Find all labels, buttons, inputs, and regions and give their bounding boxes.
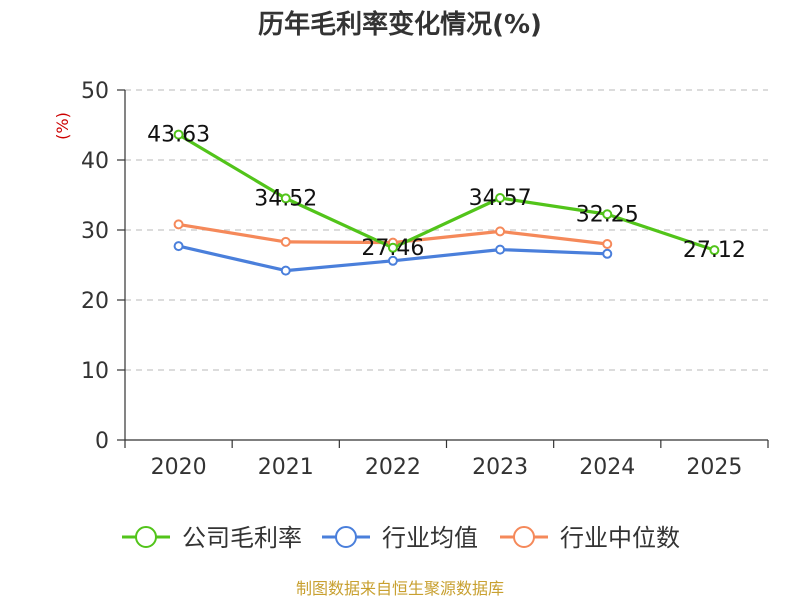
legend-label: 行业均值 [382,524,478,552]
legend-label: 公司毛利率 [182,524,302,552]
x-tick-label: 2022 [365,455,421,480]
source-note: 制图数据来自恒生聚源数据库 [296,579,504,598]
data-label: 34.52 [254,186,317,211]
y-axis-label: (%) [53,112,72,140]
x-tick-label: 2021 [258,455,314,480]
data-point [495,226,506,237]
data-point [280,193,291,204]
data-labels: 43.63 34.52 27.46 34.57 32.25 27.12 [147,123,746,264]
data-label: 32.25 [576,202,639,227]
legend-marker [513,526,535,548]
data-point [602,248,613,259]
data-point [173,241,184,252]
data-point [495,244,506,255]
legend: 公司毛利率 行业均值 行业中位数 [122,524,680,552]
legend-marker [335,526,357,548]
data-label: 34.57 [469,186,532,211]
data-point [602,209,613,220]
x-tick-label: 2020 [151,455,207,480]
data-point [387,242,398,253]
x-tick-label: 2024 [579,455,635,480]
grid-lines [125,89,768,371]
data-point [495,193,506,204]
y-tick-label: 0 [95,429,109,454]
y-tick-label: 20 [81,289,109,314]
data-label: 27.12 [683,238,746,263]
series-line [176,132,717,252]
legend-marker [135,526,157,548]
data-point [602,239,613,249]
y-tick-label: 10 [81,359,109,384]
data-points [173,129,720,276]
data-label: 43.63 [147,123,210,148]
y-tick-label: 30 [81,219,109,244]
y-tick-label: 50 [81,79,109,104]
axes: 0 10 20 30 40 50 2020 2021 2022 2023 2024 2025 [81,79,769,480]
data-point [387,255,398,266]
x-tick-label: 2023 [472,455,528,480]
chart-title: 历年毛利率变化情况(%) [258,9,542,40]
legend-label: 行业中位数 [560,524,680,552]
data-point [173,219,184,230]
x-tick-label: 2025 [686,455,742,480]
data-point [709,245,720,256]
y-tick-label: 40 [81,149,109,174]
data-label: 27.46 [361,236,424,261]
data-point [280,265,291,276]
data-point [280,236,291,247]
data-point [173,129,184,140]
